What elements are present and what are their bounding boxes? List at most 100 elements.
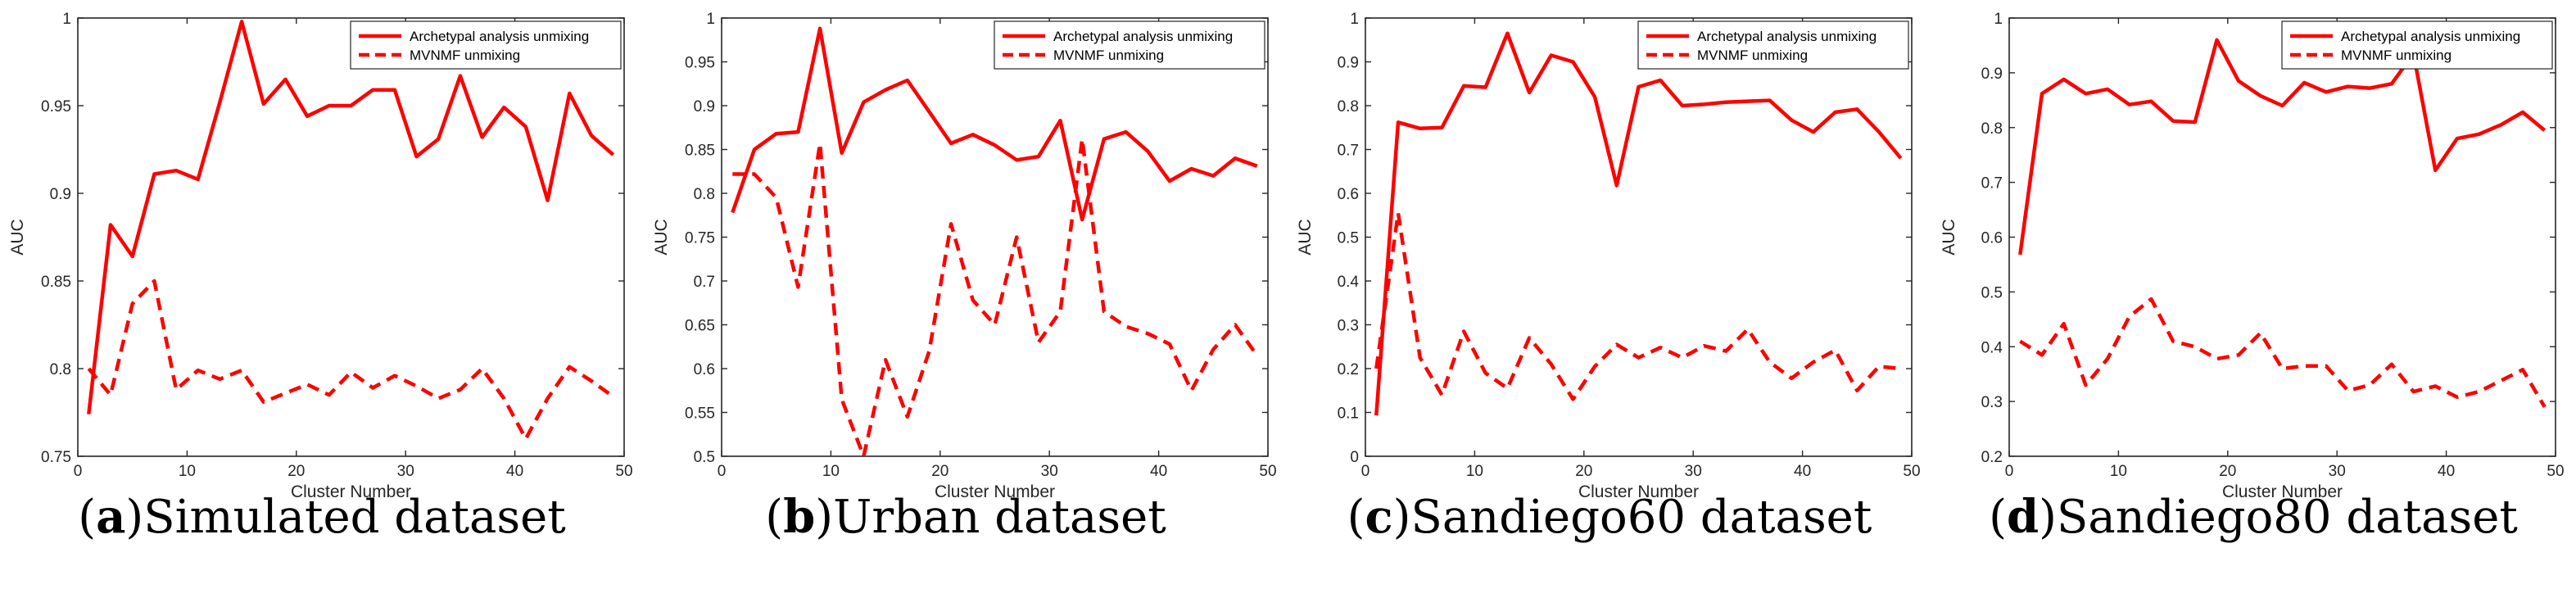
y-tick-label: 0.9	[1981, 66, 2003, 83]
legend: Archetypal analysis unmixing MVNMF unmixi…	[994, 20, 1265, 70]
x-axis-label: Cluster Number	[1578, 482, 1699, 501]
series-line-mvnmf	[1374, 211, 1901, 401]
x-tick-label: 40	[1794, 463, 1811, 480]
panel-simulated: 0 10 20 30 40 50 0.75 0.8 0.85 0.9 0.95 1 Cluster Nu…	[0, 0, 644, 616]
series-line-mvnmf	[87, 279, 615, 441]
caption-text: Sandiego60 dataset	[1410, 491, 1872, 544]
x-tick-label: 40	[506, 463, 523, 480]
y-tick-label: 1	[706, 11, 715, 28]
y-tick-label: 0.85	[685, 143, 715, 160]
y-tick-label: 0.6	[1338, 186, 1359, 203]
y-tick-label: 0.75	[685, 230, 715, 247]
chart-sandiego80: 0 10 20 30 40 50 0.2 0.3 0.4 0.5 0.6 0.7 0.8 0.9 1 Clus…	[1940, 11, 2565, 501]
panel-sandiego80: 0 10 20 30 40 50 0.2 0.3 0.4 0.5 0.6 0.7 0.8 0.9 1 Clus…	[1931, 0, 2575, 616]
y-tick-label: 0.4	[1981, 339, 2003, 356]
y-tick-label: 1	[1350, 11, 1359, 28]
y-tick-label: 0.2	[1338, 361, 1359, 378]
y-tick-label: 0.6	[1981, 230, 2003, 247]
x-tick-label: 0	[1361, 463, 1370, 480]
x-tick-label: 40	[1150, 463, 1167, 480]
chart-sandiego60: 0 10 20 30 40 50 0 0.1 0.2 0.3 0.4 0.5 0.6 0.7 0.8 0.9 1…	[1296, 11, 1921, 501]
legend: Archetypal analysis unmixing MVNMF unmixi…	[350, 20, 622, 70]
x-tick-label: 20	[1575, 463, 1592, 480]
y-tick-label: 0.65	[685, 318, 715, 335]
y-tick-label: 0.75	[41, 449, 71, 466]
x-tick-label: 0	[74, 463, 83, 480]
x-tick-label: 10	[2110, 463, 2127, 480]
x-tick-label: 10	[1466, 463, 1483, 480]
y-tick-label: 0.8	[1338, 98, 1359, 116]
y-tick-label: 0.4	[1338, 274, 1360, 291]
legend-box	[2281, 20, 2553, 70]
x-tick-label: 20	[287, 463, 305, 480]
y-tick-label: 1	[62, 11, 71, 28]
x-tick-label: 50	[1903, 463, 1920, 480]
plot-frame	[2008, 17, 2556, 457]
y-tick-label: 0.5	[694, 449, 715, 466]
series-line-archetypal	[1374, 31, 1903, 416]
y-tick-label: 0.9	[694, 98, 715, 116]
y-tick-label: 0.95	[41, 98, 71, 116]
series-line-mvnmf	[732, 137, 1259, 456]
legend-label: MVNMF unmixing	[1053, 48, 1164, 63]
x-tick-label: 50	[1259, 463, 1276, 480]
y-axis-label: AUC	[8, 219, 27, 255]
legend-label: Archetypal analysis unmixing	[1053, 29, 1233, 44]
y-tick-label: 0.8	[694, 186, 715, 203]
y-tick-label: 0	[1350, 449, 1359, 466]
y-tick-label: 0.55	[685, 405, 715, 423]
x-tick-label: 10	[179, 463, 196, 480]
y-tick-label: 0.1	[1338, 405, 1359, 423]
caption-simulated: (a)Simulated dataset	[78, 490, 566, 544]
y-tick-label: 0.8	[1981, 120, 2003, 138]
x-axis-label: Cluster Number	[935, 482, 1055, 501]
x-tick-label: 30	[1041, 463, 1058, 480]
x-tick-label: 20	[2219, 463, 2236, 480]
series-line-archetypal	[731, 26, 1258, 222]
y-tick-label: 0.95	[685, 55, 715, 72]
y-tick-label: 0.9	[50, 186, 71, 203]
x-tick-label: 0	[718, 463, 727, 480]
plot-frame	[1365, 17, 1913, 457]
caption-text: Urban dataset	[833, 491, 1166, 544]
plot-frame	[77, 17, 625, 457]
x-tick-label: 30	[2329, 463, 2346, 480]
x-tick-label: 10	[822, 463, 840, 480]
y-tick-label: 0.3	[1338, 318, 1359, 335]
x-tick-label: 30	[1685, 463, 1702, 480]
caption-sandiego80: (d)Sandiego80 dataset	[1989, 490, 2518, 544]
y-axis-label: AUC	[652, 219, 671, 255]
y-tick-label: 0.7	[1338, 143, 1359, 160]
caption-letter: c	[1365, 490, 1393, 544]
legend-box	[994, 20, 1265, 70]
y-tick-label: 0.5	[1338, 230, 1359, 247]
caption-sandiego60: (c)Sandiego60 dataset	[1347, 490, 1872, 544]
y-tick-label: 0.6	[694, 361, 715, 378]
plot-frame	[721, 17, 1269, 457]
legend-label: MVNMF unmixing	[410, 48, 520, 63]
caption-letter: d	[2007, 490, 2040, 544]
x-tick-label: 0	[2005, 463, 2014, 480]
y-tick-label: 0.3	[1981, 394, 2003, 411]
x-tick-label: 50	[615, 463, 632, 480]
x-tick-label: 30	[397, 463, 414, 480]
legend-label: MVNMF unmixing	[1697, 48, 1808, 63]
series-line-archetypal	[87, 20, 615, 414]
series-line-mvnmf	[2019, 297, 2547, 408]
caption-text: Simulated dataset	[143, 491, 566, 544]
chart-simulated: 0 10 20 30 40 50 0.75 0.8 0.85 0.9 0.95 1 Cluster Nu…	[8, 11, 633, 501]
panel-urban: 0 10 20 30 40 50 0.5 0.55 0.6 0.65 0.7 0.75 0.8 0.85 0…	[644, 0, 1288, 616]
y-tick-label: 0.9	[1338, 55, 1359, 72]
x-tick-label: 40	[2438, 463, 2455, 480]
legend-label: MVNMF unmixing	[2341, 48, 2452, 63]
y-axis-label: AUC	[1940, 219, 1958, 255]
y-axis-label: AUC	[1296, 219, 1315, 255]
series-line-archetypal	[2018, 38, 2547, 256]
y-tick-label: 0.7	[1981, 175, 2003, 192]
x-tick-label: 20	[931, 463, 948, 480]
legend-label: Archetypal analysis unmixing	[410, 29, 589, 44]
x-tick-label: 50	[2547, 463, 2564, 480]
caption-urban: (b)Urban dataset	[765, 490, 1166, 544]
legend: Archetypal analysis unmixing MVNMF unmixi…	[2281, 20, 2553, 70]
